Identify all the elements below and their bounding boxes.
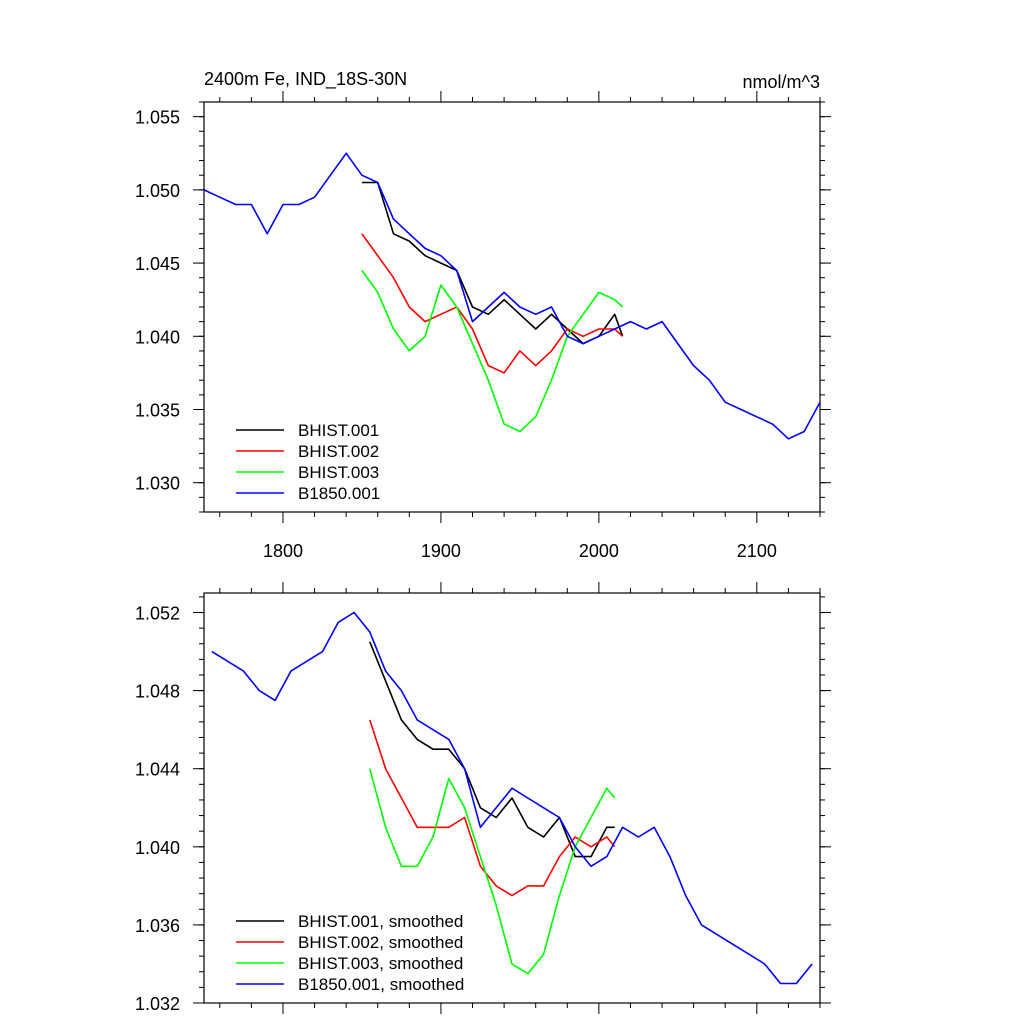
series-line-bhist-003 bbox=[369, 768, 616, 975]
y-tick-label: 1.035 bbox=[135, 401, 180, 421]
x-tick-label: 2100 bbox=[737, 541, 777, 561]
y-tick-label: 1.044 bbox=[135, 760, 180, 780]
y-tick-label: 1.050 bbox=[135, 181, 180, 201]
y-tick-label: 1.040 bbox=[135, 327, 180, 347]
y-tick-label: 1.055 bbox=[135, 108, 180, 128]
legend-label: BHIST.001, smoothed bbox=[298, 912, 463, 931]
series-line-bhist-001 bbox=[369, 641, 615, 858]
bottom-panel: 1.032 1.036 1.040 1.044 1.048 1.052 BHIST.001,… bbox=[135, 582, 831, 1014]
y-tick-label: 1.048 bbox=[135, 682, 180, 702]
legend-label: BHIST.002 bbox=[298, 442, 379, 461]
series-group bbox=[211, 611, 813, 985]
plot-frame bbox=[203, 592, 821, 1004]
legend-label: BHIST.001 bbox=[298, 421, 379, 440]
y-tick-label: 1.052 bbox=[135, 604, 180, 624]
series-line-b1850-001 bbox=[204, 152, 820, 440]
x-tick-label: 2000 bbox=[579, 541, 619, 561]
top-panel: 2400m Fe, IND_18S-30N nmol/m^3 1800 1900 2… bbox=[135, 69, 831, 561]
legend-label: BHIST.002, smoothed bbox=[298, 933, 463, 952]
y-tick-label: 1.045 bbox=[135, 254, 180, 274]
legend-label: B1850.001, smoothed bbox=[298, 975, 464, 994]
units-label: nmol/m^3 bbox=[743, 72, 820, 92]
series-line-bhist-002 bbox=[369, 719, 616, 897]
legend-label: BHIST.003 bbox=[298, 463, 379, 482]
chart-title: 2400m Fe, IND_18S-30N bbox=[204, 69, 407, 90]
y-tick-label: 1.040 bbox=[135, 838, 180, 858]
series-line-bhist-001 bbox=[361, 181, 624, 345]
series-line-bhist-002 bbox=[361, 233, 624, 374]
y-tick-label: 1.036 bbox=[135, 916, 180, 936]
series-group bbox=[204, 152, 820, 440]
x-tick-label: 1900 bbox=[421, 541, 461, 561]
series-line-b1850-001 bbox=[211, 611, 813, 985]
x-tick-label: 1800 bbox=[263, 541, 303, 561]
series-line-bhist-003 bbox=[361, 269, 624, 433]
legend-label: B1850.001 bbox=[298, 484, 380, 503]
y-tick-label: 1.030 bbox=[135, 474, 180, 494]
y-tick-label: 1.032 bbox=[135, 994, 180, 1014]
legend-label: BHIST.003, smoothed bbox=[298, 954, 463, 973]
